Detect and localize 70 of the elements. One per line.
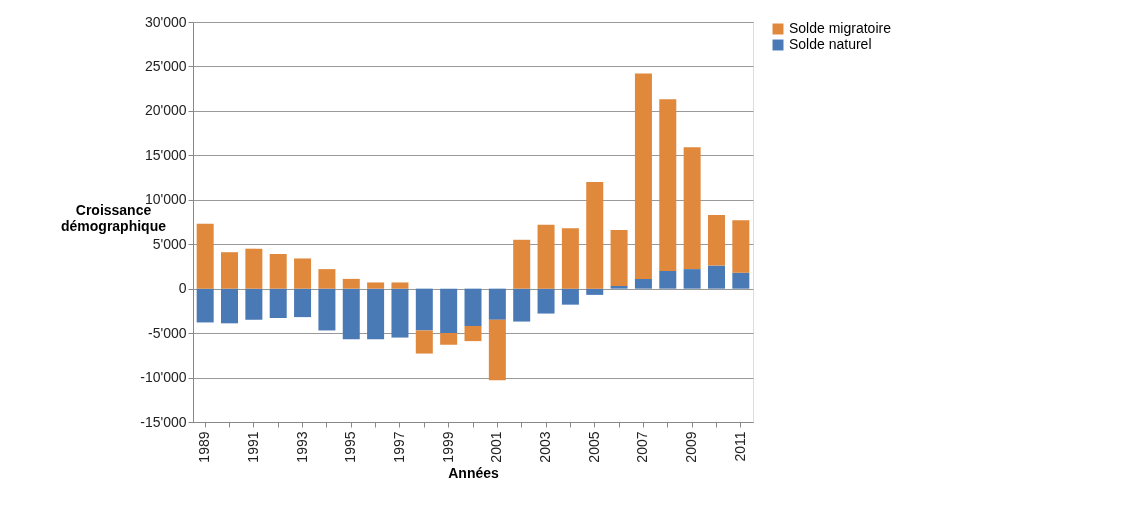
bar	[221, 288, 239, 324]
bar	[342, 288, 360, 340]
x-tick-label: 1989	[196, 431, 213, 463]
bar	[294, 258, 312, 289]
bar	[732, 272, 750, 289]
bar	[391, 282, 409, 289]
bar	[196, 223, 214, 289]
y-tick-label: 0	[178, 280, 187, 297]
x-tick-label: 1995	[342, 431, 359, 463]
bar	[561, 288, 579, 305]
y-tick-label: -10'000	[140, 369, 187, 386]
bar	[586, 288, 604, 295]
bar	[513, 239, 531, 289]
bar	[488, 288, 506, 320]
bar	[318, 269, 336, 289]
bar	[707, 265, 725, 289]
bar	[488, 319, 506, 381]
x-tick-label: 1991	[244, 431, 261, 463]
bar	[683, 147, 701, 270]
bar	[659, 270, 677, 289]
y-tick-label: -5'000	[148, 324, 187, 341]
x-tick-label: 2003	[537, 431, 554, 463]
x-tick-label: 2009	[683, 431, 700, 463]
bar	[415, 330, 433, 354]
bar	[610, 286, 628, 289]
bar	[610, 230, 628, 286]
bar	[367, 288, 385, 340]
bar	[367, 282, 385, 289]
bar	[537, 288, 555, 314]
bar	[196, 288, 214, 323]
bar	[342, 278, 360, 289]
bar	[732, 220, 750, 273]
bar	[537, 224, 555, 289]
bar	[634, 73, 652, 279]
y-tick-label: 15'000	[144, 146, 187, 163]
bar	[707, 214, 725, 266]
bar	[659, 99, 677, 271]
bar	[513, 288, 531, 322]
x-tick-label: 1997	[390, 431, 407, 463]
bar	[245, 288, 263, 320]
bar	[415, 288, 433, 331]
x-tick-label: 2001	[488, 431, 505, 463]
x-tick-label: 2005	[585, 431, 602, 463]
bar	[440, 333, 458, 345]
bar	[391, 288, 409, 338]
bar	[683, 269, 701, 289]
bar	[561, 228, 579, 289]
bar	[318, 288, 336, 331]
y-tick-label: -15'000	[140, 413, 187, 430]
bar	[586, 182, 604, 289]
y-tick-label: 5'000	[152, 235, 187, 252]
x-tick-label: 1993	[293, 431, 310, 463]
legend-label: Solde naturel	[789, 36, 872, 52]
bar	[294, 288, 312, 318]
bar	[221, 252, 239, 289]
bar	[269, 288, 287, 318]
x-tick-label: 2007	[634, 431, 651, 463]
x-tick-label: 2011	[731, 431, 748, 462]
bar	[245, 248, 263, 289]
bar	[269, 254, 287, 289]
y-tick-label: 30'000	[144, 13, 187, 30]
bar	[634, 278, 652, 289]
legend-label: Solde migratoire	[789, 20, 892, 36]
bar	[464, 326, 482, 342]
y-tick-label: 25'000	[144, 57, 187, 74]
x-axis-title: Années	[448, 464, 499, 481]
bar	[440, 288, 458, 334]
bar	[464, 288, 482, 326]
x-tick-label: 1999	[439, 431, 456, 463]
y-tick-label: 20'000	[144, 102, 187, 119]
